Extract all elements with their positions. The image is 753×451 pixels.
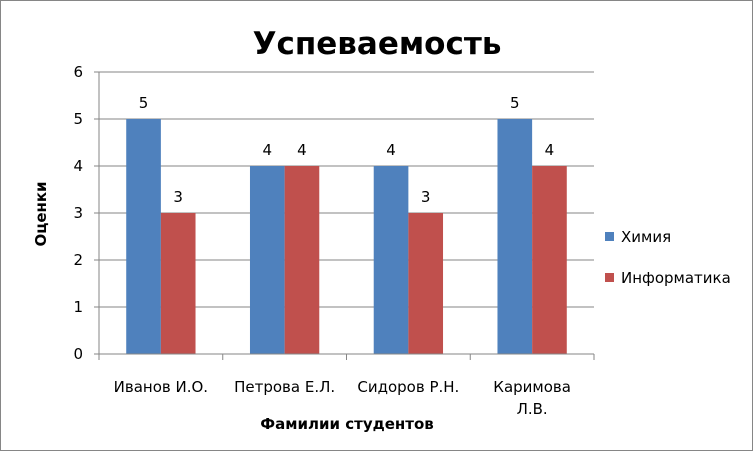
legend: Химия Информатика xyxy=(605,228,731,287)
bar-chemistry xyxy=(249,166,285,354)
x-tick-label: Иванов И.О. xyxy=(114,378,208,396)
y-tick-label: 0 xyxy=(73,345,83,363)
y-tick-label: 1 xyxy=(73,298,83,316)
legend-label: Информатика xyxy=(621,269,731,287)
x-axis-title: Фамилии студентов xyxy=(260,415,434,433)
labels: 0 1 2 3 4 5 6 5 3 Иванов И.О. 4 4 Петрова Е.Л. 4 3 Сидо… xyxy=(73,63,570,418)
legend-swatch xyxy=(605,273,614,282)
y-tick-label: 2 xyxy=(73,251,83,269)
chart-title: Успеваемость xyxy=(253,26,502,62)
data-label: 5 xyxy=(510,94,520,112)
data-label: 3 xyxy=(173,188,183,206)
legend-label: Химия xyxy=(621,228,671,246)
data-label: 3 xyxy=(421,188,431,206)
axes xyxy=(94,71,595,360)
bar-informatics xyxy=(532,166,567,354)
y-axis-title: Оценки xyxy=(32,181,50,246)
y-tick-label: 6 xyxy=(73,63,83,81)
bar-informatics xyxy=(284,166,320,354)
data-label: 5 xyxy=(139,94,149,112)
legend-swatch xyxy=(605,232,614,241)
x-tick-label: Петрова Е.Л. xyxy=(234,378,335,396)
bar-informatics xyxy=(160,213,196,354)
x-tick-label: Сидоров Р.Н. xyxy=(357,378,459,396)
bars xyxy=(126,119,567,354)
x-tick-label: Каримова Л.В. xyxy=(493,378,571,418)
bar-chemistry xyxy=(126,119,161,354)
y-tick-label: 4 xyxy=(73,157,83,175)
y-tick-label: 3 xyxy=(73,204,83,222)
bar-chemistry xyxy=(497,119,533,354)
data-label: 4 xyxy=(545,141,555,159)
data-label: 4 xyxy=(297,141,307,159)
data-label: 4 xyxy=(263,141,273,159)
bar-chemistry xyxy=(373,166,409,354)
bar-informatics xyxy=(408,213,444,354)
y-tick-label: 5 xyxy=(73,110,83,128)
data-label: 4 xyxy=(386,141,396,159)
